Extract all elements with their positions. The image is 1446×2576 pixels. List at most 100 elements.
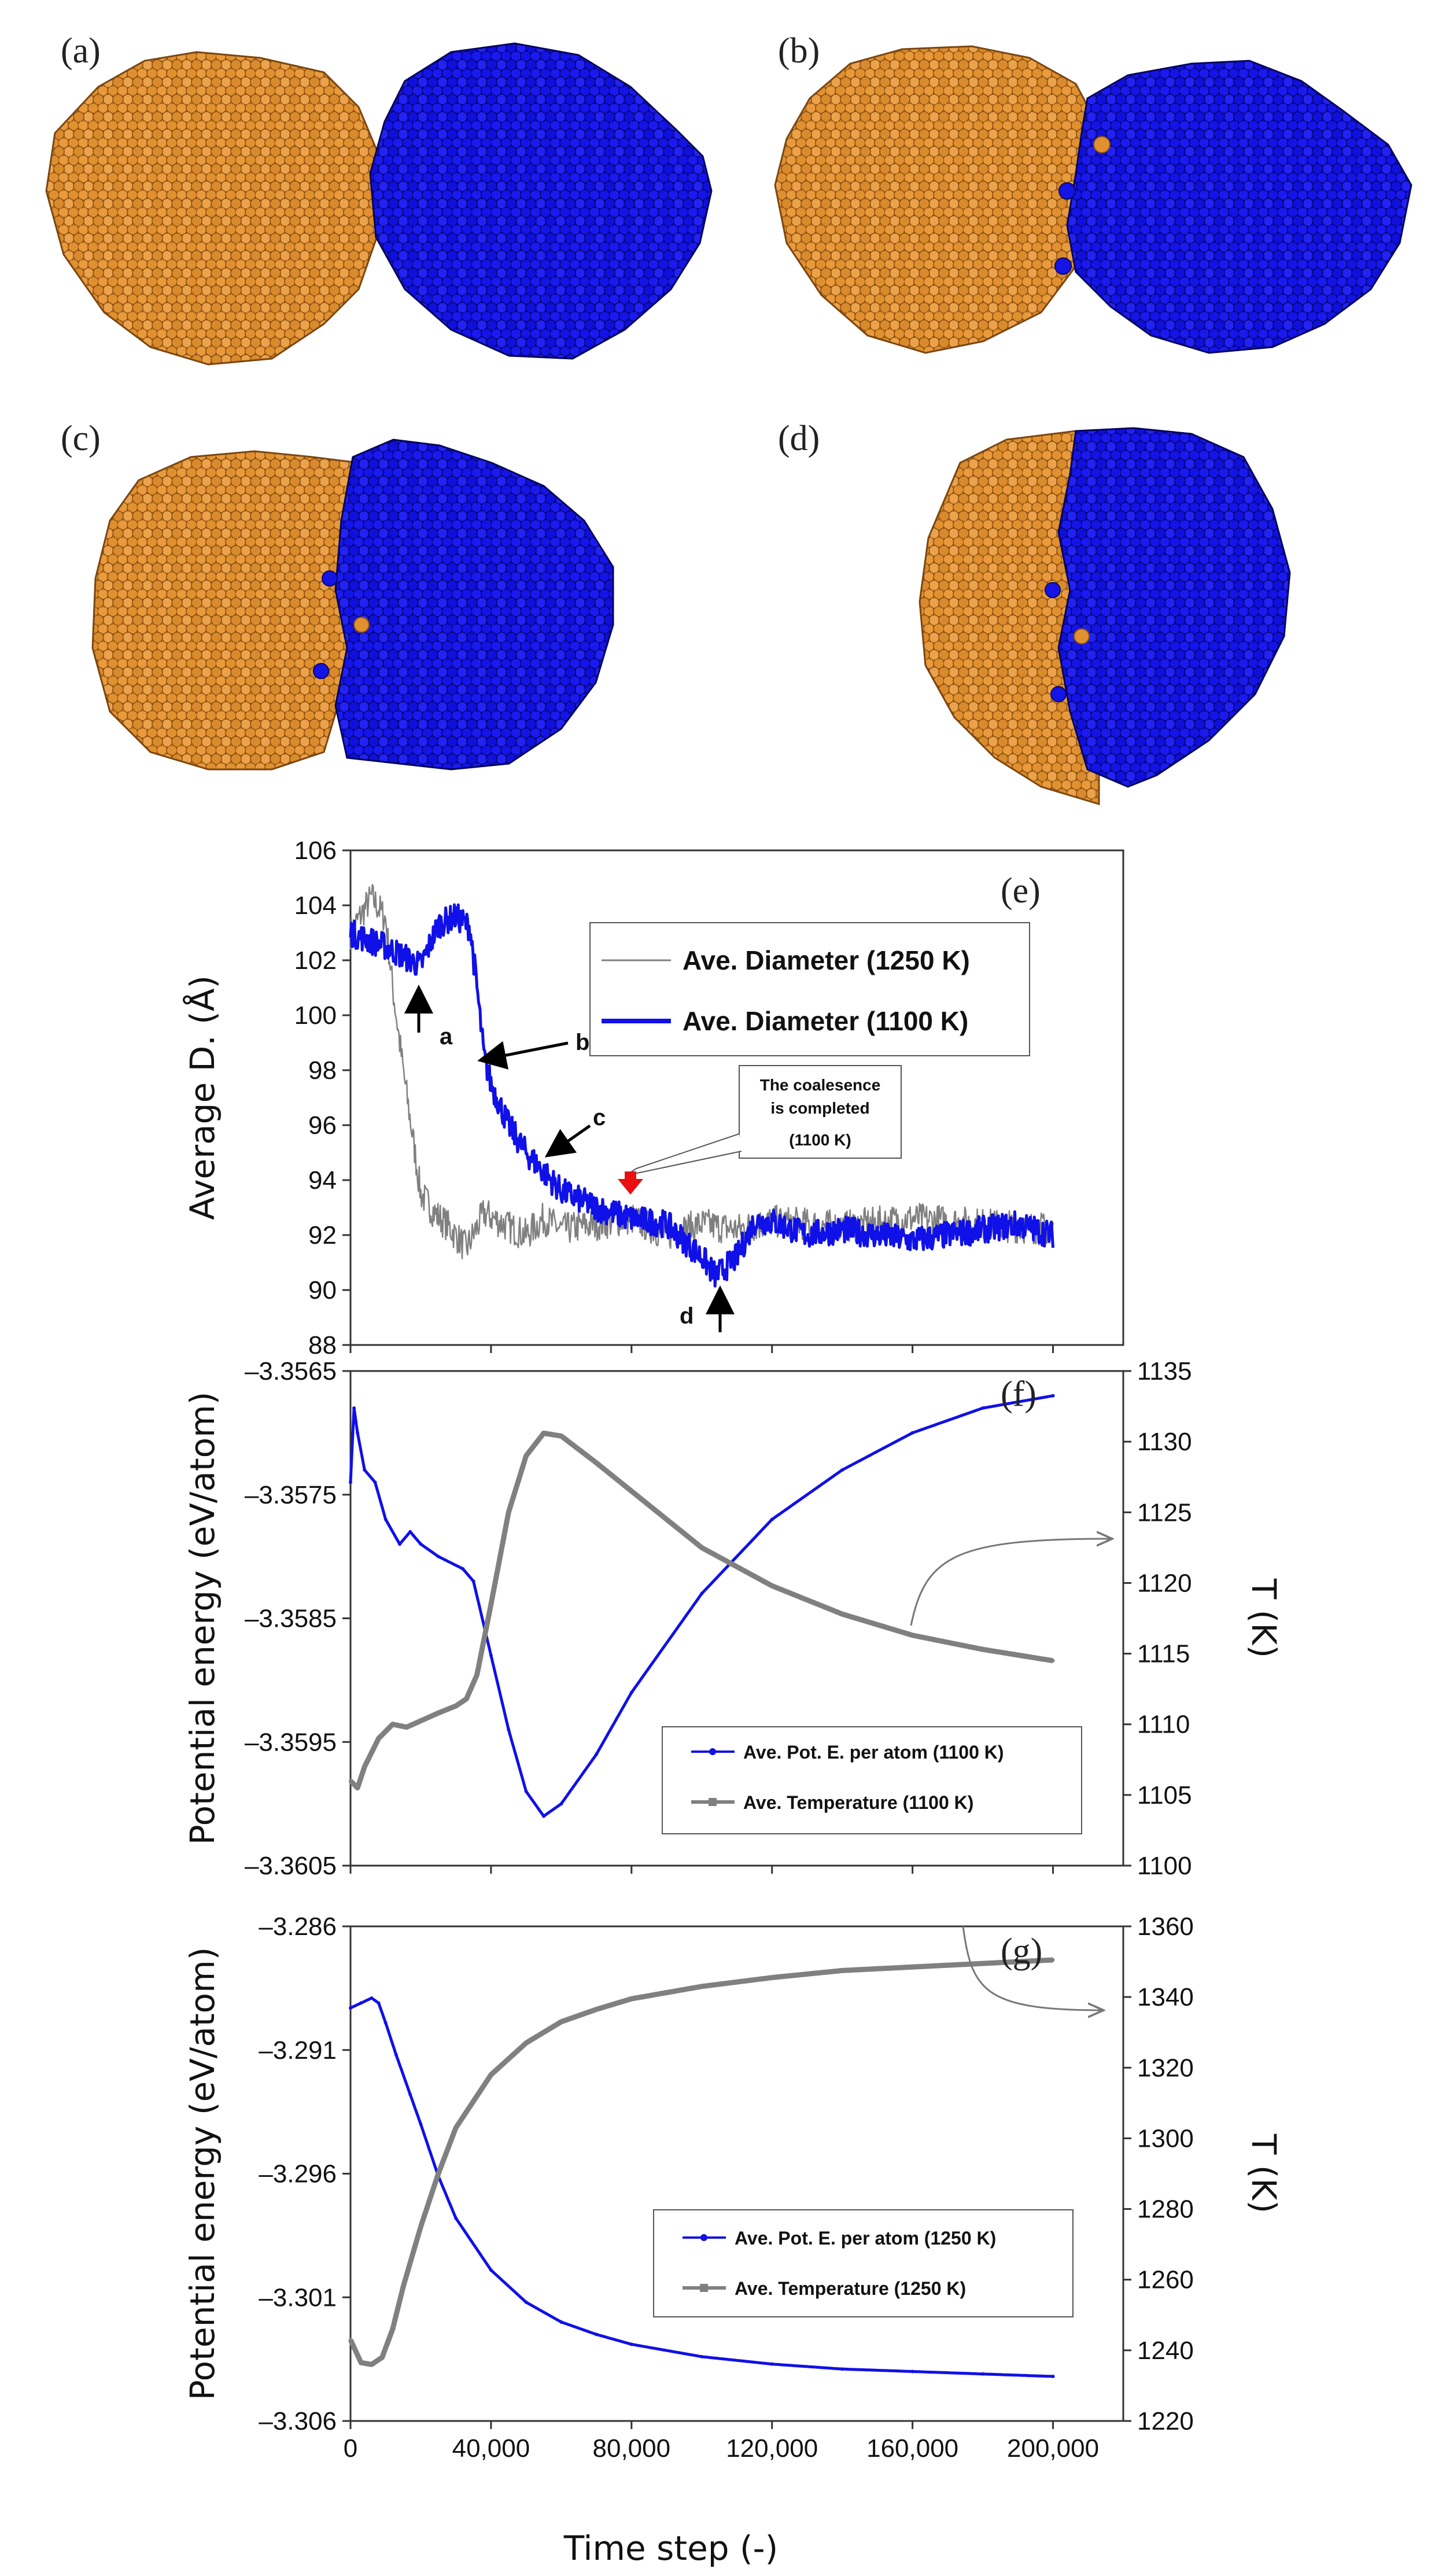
data-point <box>398 1542 402 1546</box>
blue-particle <box>334 438 614 771</box>
y2-tick-label: 1135 <box>1137 1357 1192 1385</box>
data-point <box>981 1962 985 1966</box>
data-point <box>419 2225 423 2229</box>
y-tick-label: –3.3585 <box>245 1605 337 1633</box>
y-tick-label: 104 <box>294 891 337 920</box>
y-axis-title: Average D. (Å) <box>182 975 222 1220</box>
legend-f: Ave. Pot. E. per atom (1100 K) Ave. Temp… <box>662 1726 1082 1834</box>
y2-tick-label: 1280 <box>1137 2195 1194 2224</box>
data-point <box>475 1673 479 1677</box>
y-tick-label: 100 <box>294 1001 337 1030</box>
data-point <box>507 1510 511 1514</box>
data-point <box>542 1814 545 1818</box>
data-point <box>377 2001 381 2005</box>
data-point <box>910 1633 914 1637</box>
data-point <box>910 1965 914 1969</box>
legend-marker-blue <box>709 1748 716 1755</box>
data-point <box>454 2126 458 2130</box>
data-point <box>408 1530 412 1534</box>
y2-axis-title: T (K) <box>1244 2133 1283 2213</box>
annotation-d: d <box>680 1303 694 1329</box>
y-tick-label: –3.286 <box>259 1912 337 1941</box>
pointer-arrow-g <box>962 1926 1102 2010</box>
data-point <box>419 2122 423 2126</box>
y2-tick-label: 1110 <box>1137 1711 1190 1739</box>
data-point <box>352 1406 356 1410</box>
callout-line-1: The coalesence <box>760 1076 881 1094</box>
data-point <box>559 1802 563 1806</box>
y-axis-title: Potential energy (eV/atom) <box>183 1947 222 2400</box>
data-point <box>377 1737 381 1741</box>
y2-axis-title: T (K) <box>1244 1578 1283 1658</box>
y2-tick-label: 1340 <box>1137 1983 1194 2011</box>
data-point <box>489 2268 493 2272</box>
y2-tick-label: 1360 <box>1137 1912 1194 1941</box>
legend-marker-blue <box>700 2234 707 2241</box>
data-point <box>910 2369 914 2374</box>
y2-tick-label: 1100 <box>1137 1852 1192 1880</box>
legend-item-1100k: Ave. Diameter (1100 K) <box>683 1006 968 1036</box>
data-point <box>559 1434 563 1438</box>
panel-label-g: (g) <box>1001 1932 1042 1971</box>
data-point <box>700 1546 704 1550</box>
data-point <box>380 2356 384 2360</box>
data-point <box>770 1976 774 1980</box>
y-tick-label: 98 <box>308 1056 337 1085</box>
data-point <box>356 1431 360 1435</box>
data-point <box>489 2073 493 2077</box>
data-point <box>383 2021 388 2025</box>
panel-label-a: (a) <box>61 31 101 71</box>
blue-atom <box>1050 686 1067 702</box>
y-tick-label: –3.3565 <box>245 1357 337 1385</box>
data-point <box>910 1431 914 1435</box>
data-point <box>559 2320 563 2324</box>
data-point <box>349 1480 352 1484</box>
snapshot-c: (c) <box>61 419 614 771</box>
snapshot-b: (b) <box>774 31 1412 354</box>
data-point <box>359 2361 363 2365</box>
x-axis-title: Time step (-) <box>563 2529 778 2568</box>
data-point <box>595 1461 599 1465</box>
blue-atom <box>1054 257 1072 275</box>
red-arrow-marker <box>618 1171 643 1195</box>
y2-tick-label: 1120 <box>1137 1569 1192 1597</box>
data-point <box>349 2006 352 2010</box>
data-point <box>489 1602 493 1606</box>
data-point <box>595 2007 599 2011</box>
panel-label-c: (c) <box>61 419 101 458</box>
y2-tick-label: 1240 <box>1137 2337 1194 2365</box>
data-point <box>489 1653 493 1657</box>
y2-tick-label: 1300 <box>1137 2124 1194 2153</box>
y-tick-label: 106 <box>294 836 337 865</box>
blue-atom <box>313 663 329 679</box>
series-line-0 <box>349 1996 1053 2378</box>
orange-atom <box>1093 136 1111 153</box>
data-point <box>595 1752 599 1756</box>
data-point <box>595 2332 599 2337</box>
legend-e: Ave. Diameter (1250 K) Ave. Diameter (11… <box>589 922 1030 1056</box>
y2-tick-label: 1260 <box>1137 2266 1194 2294</box>
data-point <box>464 1697 469 1701</box>
data-point <box>1051 2375 1055 2379</box>
data-point <box>471 1579 475 1583</box>
data-point <box>401 2284 405 2288</box>
data-point <box>629 2342 633 2346</box>
snapshot-d: (d) <box>778 419 1291 806</box>
data-point <box>981 2372 985 2376</box>
data-point <box>390 2327 394 2331</box>
y-tick-label: –3.291 <box>259 2036 337 2065</box>
y-tick-label: 92 <box>308 1221 337 1250</box>
data-point <box>700 1591 704 1595</box>
data-point <box>363 1468 367 1472</box>
legend-item-pot-e: Ave. Pot. E. per atom (1100 K) <box>743 1742 1004 1763</box>
data-point <box>770 2362 774 2366</box>
y-tick-label: –3.3605 <box>245 1852 337 1880</box>
data-point <box>770 1517 774 1521</box>
panel-label-e: (e) <box>1001 871 1041 911</box>
x-tick-label: 0 <box>344 2434 357 2463</box>
data-point <box>1051 1958 1055 1962</box>
panel-label-b: (b) <box>778 31 820 71</box>
legend-marker-gray <box>700 2284 708 2292</box>
legend-item-pot-e: Ave. Pot. E. per atom (1250 K) <box>735 2228 996 2249</box>
